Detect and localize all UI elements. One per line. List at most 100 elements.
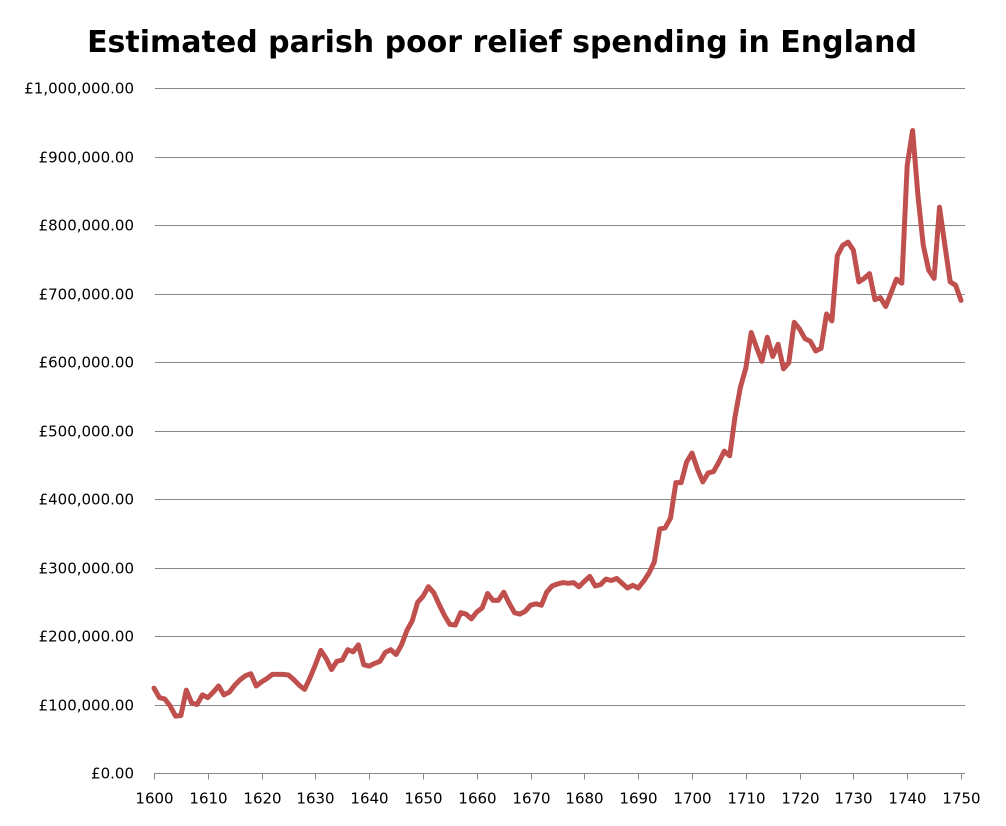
data-point [184, 688, 188, 692]
data-point [825, 312, 829, 316]
y-axis: £0.00 £100,000.00 £200,000.00 £300,000.00 £4… [24, 80, 134, 783]
y-tick-label: £500,000.00 [39, 423, 134, 441]
data-point [868, 272, 872, 276]
y-tick-label: £100,000.00 [39, 697, 134, 715]
data-point [346, 648, 350, 652]
data-point [308, 676, 312, 680]
data-point [351, 650, 355, 654]
data-point [496, 598, 500, 602]
data-point [443, 614, 447, 618]
data-point [674, 481, 678, 485]
data-point [792, 320, 796, 324]
x-tick-label: 1700 [673, 790, 711, 808]
data-point [620, 581, 624, 585]
data-point [609, 579, 613, 583]
data-point [222, 693, 226, 697]
data-point [889, 291, 893, 295]
data-point [782, 367, 786, 371]
data-point [206, 696, 210, 700]
data-point [631, 583, 635, 587]
data-point [335, 659, 339, 663]
data-point [862, 276, 866, 280]
data-point [367, 664, 371, 668]
x-tick-label: 1730 [834, 790, 872, 808]
data-point [486, 592, 490, 596]
data-point [647, 571, 651, 575]
data-point [453, 623, 457, 627]
data-point [513, 611, 517, 615]
data-point [787, 361, 791, 365]
data-point [857, 280, 861, 284]
data-point [529, 603, 533, 607]
data-point [728, 454, 732, 458]
data-point [260, 680, 264, 684]
data-point [916, 194, 920, 198]
data-point [938, 205, 942, 209]
x-tick-label: 1650 [404, 790, 442, 808]
data-point [190, 701, 194, 705]
series-line [151, 128, 964, 719]
data-point [297, 683, 301, 687]
data-point [873, 298, 877, 302]
data-point [814, 349, 818, 353]
data-point [157, 696, 161, 700]
series-group [151, 128, 964, 719]
data-point [749, 331, 753, 335]
data-point [416, 600, 420, 604]
data-point [593, 584, 597, 588]
x-tick-label: 1670 [512, 790, 550, 808]
data-point [851, 248, 855, 252]
data-point [518, 612, 522, 616]
data-point [238, 678, 242, 682]
data-point [163, 697, 167, 701]
data-point [324, 657, 328, 661]
x-tick-label: 1600 [135, 790, 173, 808]
data-point [265, 677, 269, 681]
chart-title: Estimated parish poor relief spending in… [87, 25, 917, 60]
data-point [771, 355, 775, 359]
data-point [669, 516, 673, 520]
data-point [900, 281, 904, 285]
data-point [448, 622, 452, 626]
data-point [356, 643, 360, 647]
data-point [717, 460, 721, 464]
x-tick-label: 1620 [243, 790, 281, 808]
data-point [270, 672, 274, 676]
data-point [405, 629, 409, 633]
data-point [244, 674, 248, 678]
data-point [383, 650, 387, 654]
data-point [550, 584, 554, 588]
y-tick-label: £0.00 [91, 765, 134, 783]
data-point [281, 672, 285, 676]
data-point [437, 603, 441, 607]
data-point [561, 581, 565, 585]
x-tick-label: 1720 [781, 790, 819, 808]
data-point [389, 648, 393, 652]
data-point [712, 470, 716, 474]
data-point [884, 305, 888, 309]
data-point [469, 617, 473, 621]
data-point [340, 658, 344, 662]
data-point [233, 683, 237, 687]
y-tick-label: £600,000.00 [39, 354, 134, 372]
data-point [808, 339, 812, 343]
data-point [588, 574, 592, 578]
y-tick-label: £200,000.00 [39, 628, 134, 646]
data-point [776, 342, 780, 346]
data-point [319, 648, 323, 652]
x-tick-label: 1690 [619, 790, 657, 808]
data-point [932, 276, 936, 280]
data-point [679, 481, 683, 485]
data-point [287, 673, 291, 677]
data-point [744, 366, 748, 370]
data-point [313, 663, 317, 667]
data-point [798, 327, 802, 331]
data-point [878, 296, 882, 300]
data-point [695, 467, 699, 471]
y-tick-label: £300,000.00 [39, 560, 134, 578]
data-point [642, 579, 646, 583]
data-point [948, 280, 952, 284]
data-point [179, 714, 183, 718]
data-point [523, 609, 527, 613]
data-point [615, 577, 619, 581]
